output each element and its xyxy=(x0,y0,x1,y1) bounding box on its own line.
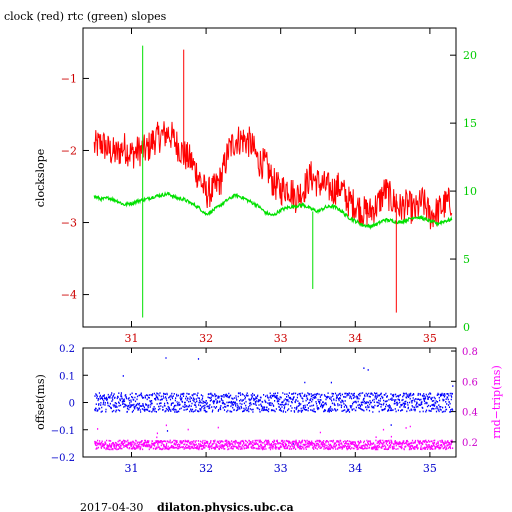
bottom-x-tick-label: 35 xyxy=(423,462,437,475)
top-chart: 31 32 33 34 35 −4 −3 −2 −1 0 5 10 15 20 clockslope xyxy=(34,27,477,345)
bottom-y2-tick-label: 0.6 xyxy=(462,377,478,388)
bottom-y-tick-label: 0.2 xyxy=(59,344,75,355)
top-x-tick-label: 32 xyxy=(199,332,213,345)
scatter-points-rnd-trip xyxy=(94,424,454,451)
top-y-tick-label: −4 xyxy=(61,289,77,302)
bottom-y-tick-label: −0.2 xyxy=(51,453,75,464)
top-x-tick-label: 31 xyxy=(124,332,138,345)
bottom-x-tick-label: 33 xyxy=(274,462,288,475)
top-axes-layer: 31 32 33 34 35 −4 −3 −2 −1 0 5 10 15 20 xyxy=(61,28,477,345)
bottom-x-tick-label: 34 xyxy=(348,462,362,475)
bottom-y2-axis-label: rnd−trip(ms) xyxy=(490,365,503,439)
bottom-x-tick-label: 32 xyxy=(199,462,213,475)
bottom-y2-tick-label: 0.4 xyxy=(462,408,478,419)
footer-host: dilaton.physics.ubc.ca xyxy=(157,501,294,512)
bottom-axes-layer: 31 32 33 34 35 0.2 0.1 0 −0.1 −0.2 0.8 0.6 0.4 0.2 xyxy=(51,344,478,475)
bottom-x-tick-label: 31 xyxy=(124,462,138,475)
top-y2-tick-label: 0 xyxy=(463,321,470,334)
bottom-y-tick-label: 0 xyxy=(69,399,75,410)
top-y-tick-label: −3 xyxy=(61,217,77,230)
top-x-tick-label: 33 xyxy=(274,332,288,345)
scatter-points-offset xyxy=(94,357,454,447)
bottom-chart: 31 32 33 34 35 0.2 0.1 0 −0.1 −0.2 0.8 0.6 0.4 0.2 of… xyxy=(34,344,503,475)
top-series-layer xyxy=(93,45,453,318)
top-y2-tick-label: 5 xyxy=(463,253,470,266)
bottom-y-tick-label: 0.1 xyxy=(59,371,75,382)
top-y-axis-label: clockslope xyxy=(34,149,47,207)
top-y2-tick-label: 15 xyxy=(463,117,477,130)
top-y-tick-label: −2 xyxy=(61,144,77,157)
top-plot-frame xyxy=(82,27,457,328)
top-y2-tick-label: 20 xyxy=(463,49,477,62)
top-x-tick-label: 34 xyxy=(348,332,362,345)
series-line-clock xyxy=(93,121,453,230)
bottom-y-tick-label: −0.1 xyxy=(51,426,75,437)
top-y-tick-label: −1 xyxy=(61,72,77,85)
bottom-y2-tick-label: 0.8 xyxy=(462,347,478,358)
chart-title: clock (red) rtc (green) slopes xyxy=(4,10,167,23)
bottom-series-layer xyxy=(94,357,454,451)
bottom-y2-tick-label: 0.2 xyxy=(462,438,478,449)
top-y2-tick-label: 10 xyxy=(463,185,477,198)
footer-date: 2017-04-30 xyxy=(80,501,143,512)
series-line-rtc xyxy=(93,191,453,231)
top-x-tick-label: 35 xyxy=(423,332,437,345)
bottom-y-axis-label: offset(ms) xyxy=(34,374,47,430)
